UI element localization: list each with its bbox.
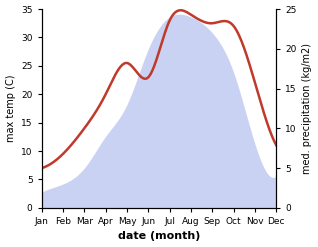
X-axis label: date (month): date (month) bbox=[118, 231, 200, 242]
Y-axis label: max temp (C): max temp (C) bbox=[5, 75, 16, 142]
Y-axis label: med. precipitation (kg/m2): med. precipitation (kg/m2) bbox=[302, 43, 313, 174]
